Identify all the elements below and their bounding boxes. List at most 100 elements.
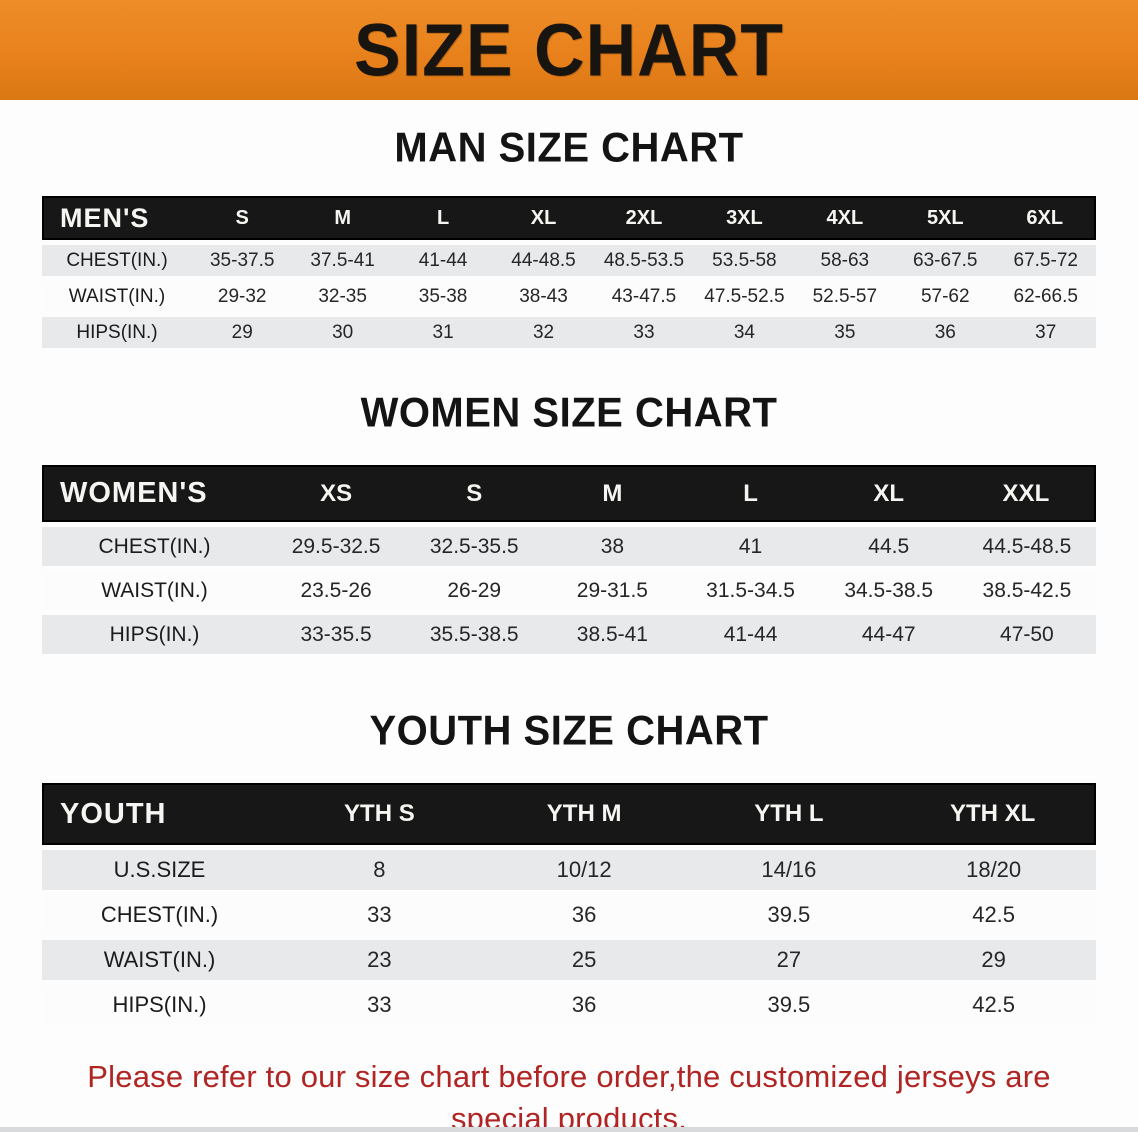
column-header: XL bbox=[493, 196, 594, 240]
table-head: WOMEN'S XS S M L XL XXL bbox=[42, 465, 1096, 522]
table-cell: 44.5 bbox=[819, 527, 958, 566]
table-cell: 33 bbox=[277, 895, 482, 935]
column-header: YTH L bbox=[686, 783, 892, 845]
table-header-row: MEN'S S M L XL 2XL 3XL 4XL 5XL 6XL bbox=[42, 196, 1096, 240]
table-cell: 39.5 bbox=[686, 985, 892, 1025]
size-table: MEN'S S M L XL 2XL 3XL 4XL 5XL 6XL CHEST(IN.) 35-37… bbox=[42, 191, 1096, 353]
table-cell: 67.5-72 bbox=[995, 245, 1096, 276]
table-cell: 33 bbox=[593, 317, 695, 348]
table-cell: 29 bbox=[891, 940, 1096, 980]
table-cell: 39.5 bbox=[686, 895, 892, 935]
table-cell: 29-32 bbox=[192, 281, 293, 312]
column-header: XXL bbox=[957, 465, 1096, 522]
disclaimer-line-1: Please refer to our size chart before or… bbox=[87, 1059, 1051, 1132]
column-header: 2XL bbox=[593, 196, 695, 240]
table-cell: 37 bbox=[995, 317, 1096, 348]
page-title: SIZE CHART bbox=[354, 8, 784, 92]
section-youth-size-chart: YOUTH SIZE CHART YOUTH YTH S YTH M YTH L YTH… bbox=[0, 708, 1138, 1030]
table-cell: 53.5-58 bbox=[694, 245, 795, 276]
column-header: 3XL bbox=[694, 196, 795, 240]
table-row: HIPS(IN.) 29 30 31 32 33 34 35 36 37 bbox=[42, 317, 1096, 348]
table-head: YOUTH YTH S YTH M YTH L YTH XL bbox=[42, 783, 1096, 845]
youth-size-table-container: YOUTH YTH S YTH M YTH L YTH XL U.S.SIZE 8 10/12… bbox=[42, 778, 1096, 1030]
table-cell: 35 bbox=[794, 317, 896, 348]
table-cell: 42.5 bbox=[891, 985, 1096, 1025]
table-cell: 41-44 bbox=[681, 615, 820, 654]
table-cell: 47.5-52.5 bbox=[694, 281, 795, 312]
table-cell: 38 bbox=[543, 527, 682, 566]
table-cell: 8 bbox=[277, 850, 482, 890]
column-header: L bbox=[681, 465, 820, 522]
size-table: WOMEN'S XS S M L XL XXL CHEST(IN.) 29.5-32.5 32.5… bbox=[42, 460, 1096, 659]
column-header: S bbox=[405, 465, 544, 522]
table-cell: 14/16 bbox=[686, 850, 892, 890]
column-header: YTH S bbox=[277, 783, 482, 845]
row-label: WAIST(IN.) bbox=[42, 281, 192, 312]
size-table: YOUTH YTH S YTH M YTH L YTH XL U.S.SIZE 8 10/12… bbox=[42, 778, 1096, 1030]
table-cell: 33-35.5 bbox=[267, 615, 406, 654]
table-row: CHEST(IN.) 35-37.5 37.5-41 41-44 44-48.5 48.5… bbox=[42, 245, 1096, 276]
men-section-title: MAN SIZE CHART bbox=[394, 125, 744, 171]
table-cell: 26-29 bbox=[405, 571, 544, 610]
row-label: CHEST(IN.) bbox=[42, 895, 277, 935]
table-cell: 30 bbox=[292, 317, 393, 348]
table-cell: 57-62 bbox=[895, 281, 996, 312]
table-cell: 36 bbox=[895, 317, 996, 348]
table-cell: 32.5-35.5 bbox=[405, 527, 544, 566]
banner: SIZE CHART bbox=[0, 0, 1138, 100]
table-cell: 44.5-48.5 bbox=[957, 527, 1096, 566]
table-head: MEN'S S M L XL 2XL 3XL 4XL 5XL 6XL bbox=[42, 196, 1096, 240]
table-cell: 31 bbox=[392, 317, 494, 348]
row-label: U.S.SIZE bbox=[42, 850, 277, 890]
table-body: CHEST(IN.) 35-37.5 37.5-41 41-44 44-48.5 48.5… bbox=[42, 245, 1096, 348]
table-cell: 35.5-38.5 bbox=[405, 615, 544, 654]
column-header: XL bbox=[819, 465, 958, 522]
table-body: CHEST(IN.) 29.5-32.5 32.5-35.5 38 41 44.5 44.5… bbox=[42, 527, 1096, 654]
table-cell: 41-44 bbox=[392, 245, 494, 276]
column-header: M bbox=[292, 196, 393, 240]
table-row: WAIST(IN.) 29-32 32-35 35-38 38-43 43-47.5 47.… bbox=[42, 281, 1096, 312]
column-header: S bbox=[192, 196, 293, 240]
table-cell: 29 bbox=[192, 317, 293, 348]
table-cell: 38.5-41 bbox=[543, 615, 682, 654]
table-group-label: YOUTH bbox=[42, 783, 277, 845]
table-cell: 35-38 bbox=[392, 281, 494, 312]
table-cell: 44-48.5 bbox=[493, 245, 594, 276]
table-cell: 31.5-34.5 bbox=[681, 571, 820, 610]
bottom-edge-divider bbox=[0, 1127, 1138, 1132]
table-cell: 29.5-32.5 bbox=[267, 527, 406, 566]
table-cell: 34.5-38.5 bbox=[819, 571, 958, 610]
row-label: CHEST(IN.) bbox=[42, 245, 192, 276]
table-row: HIPS(IN.) 33-35.5 35.5-38.5 38.5-41 41-44 44-… bbox=[42, 615, 1096, 654]
row-label: CHEST(IN.) bbox=[42, 527, 267, 566]
column-header: 6XL bbox=[995, 196, 1096, 240]
table-cell: 23 bbox=[277, 940, 482, 980]
table-cell: 27 bbox=[686, 940, 892, 980]
table-cell: 33 bbox=[277, 985, 482, 1025]
table-cell: 10/12 bbox=[481, 850, 687, 890]
column-header: 5XL bbox=[895, 196, 996, 240]
table-body: U.S.SIZE 8 10/12 14/16 18/20 CHEST(IN.) 33 36 39… bbox=[42, 850, 1096, 1025]
row-label: WAIST(IN.) bbox=[42, 571, 267, 610]
table-cell: 37.5-41 bbox=[292, 245, 393, 276]
column-header: M bbox=[543, 465, 682, 522]
table-cell: 36 bbox=[481, 985, 687, 1025]
table-row: CHEST(IN.) 33 36 39.5 42.5 bbox=[42, 895, 1096, 935]
table-row: WAIST(IN.) 23.5-26 26-29 29-31.5 31.5-34.5 34… bbox=[42, 571, 1096, 610]
table-cell: 48.5-53.5 bbox=[593, 245, 695, 276]
table-cell: 58-63 bbox=[794, 245, 896, 276]
column-header: L bbox=[392, 196, 494, 240]
table-cell: 36 bbox=[481, 895, 687, 935]
row-label: WAIST(IN.) bbox=[42, 940, 277, 980]
column-header: YTH XL bbox=[891, 783, 1096, 845]
table-cell: 63-67.5 bbox=[895, 245, 996, 276]
table-cell: 43-47.5 bbox=[593, 281, 695, 312]
column-header: YTH M bbox=[481, 783, 687, 845]
table-cell: 34 bbox=[694, 317, 795, 348]
table-cell: 44-47 bbox=[819, 615, 958, 654]
youth-section-title: YOUTH SIZE CHART bbox=[369, 708, 769, 754]
table-cell: 41 bbox=[681, 527, 820, 566]
table-row: U.S.SIZE 8 10/12 14/16 18/20 bbox=[42, 850, 1096, 890]
table-cell: 52.5-57 bbox=[794, 281, 896, 312]
